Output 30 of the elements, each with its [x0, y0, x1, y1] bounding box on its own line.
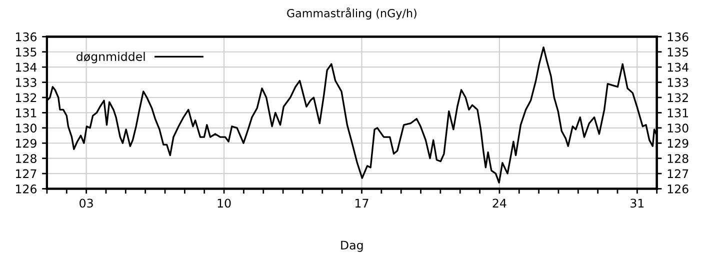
y-tick-label: 129: [16, 138, 36, 148]
y2-tick-label: 134: [668, 62, 688, 72]
y2-tick-label: 136: [668, 32, 688, 42]
y-tick-label: 133: [16, 78, 36, 87]
y-tick-label: 136: [16, 32, 36, 42]
y2-tick-label: 132: [668, 93, 688, 102]
y2-tick-label: 131: [668, 108, 688, 118]
y2-tick-label: 129: [668, 138, 688, 148]
y-tick-label: 128: [16, 154, 36, 163]
x-tick-label: 10: [218, 198, 231, 208]
x-tick-label: 03: [80, 198, 93, 208]
x-tick-label: 17: [356, 198, 368, 208]
y-tick-label: 132: [16, 93, 36, 102]
chart-title: Gammastråling (nGy/h): [287, 7, 416, 20]
legend-label: døgnmiddel: [76, 52, 145, 64]
y2-tick-label: 126: [668, 184, 688, 194]
y-tick-label: 131: [16, 108, 36, 118]
x-axis-title: Dag: [341, 240, 363, 252]
y2-tick-label: 127: [668, 169, 688, 178]
x-tick-label: 31: [630, 198, 644, 208]
y2-tick-label: 130: [668, 124, 688, 133]
y-tick-label: 130: [16, 124, 36, 133]
y-tick-label: 126: [16, 184, 36, 194]
y2-tick-label: 133: [668, 78, 688, 87]
y-tick-label: 127: [16, 169, 36, 178]
y2-tick-label: 135: [668, 48, 688, 57]
y2-tick-label: 128: [668, 154, 688, 163]
x-tick-label: 24: [492, 198, 506, 208]
y-tick-label: 135: [16, 48, 36, 57]
y-tick-label: 134: [16, 62, 37, 72]
